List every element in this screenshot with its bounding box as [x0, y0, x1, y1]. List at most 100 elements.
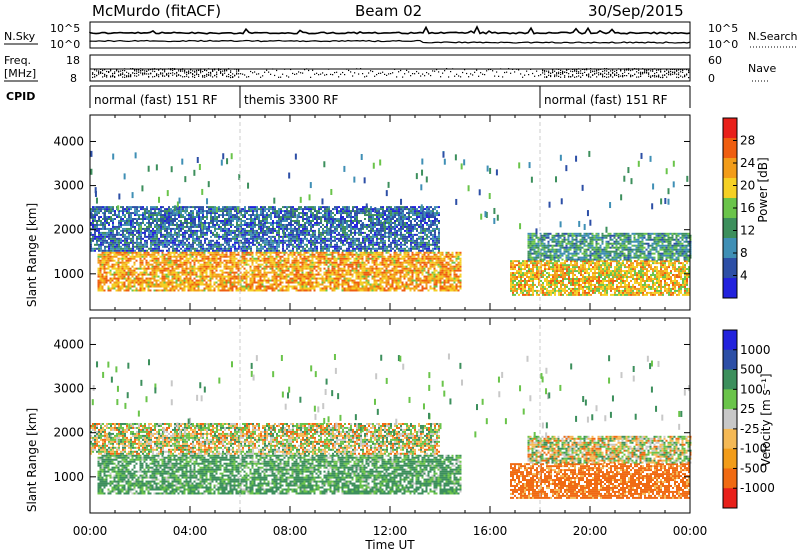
heatmap-cell	[217, 257, 220, 260]
heatmap-cell	[172, 241, 174, 244]
heatmap-cell	[96, 212, 98, 215]
heatmap-cell	[305, 255, 308, 258]
freq-dot	[106, 75, 108, 77]
heatmap-cell	[133, 255, 136, 258]
heatmap-cell	[401, 267, 404, 270]
freq-dot	[670, 74, 672, 76]
heatmap-cell	[293, 259, 296, 262]
heatmap-cell	[200, 223, 202, 226]
heatmap-cell	[307, 277, 310, 280]
heatmap-cell	[397, 261, 400, 264]
heatmap-cell	[172, 235, 174, 238]
heatmap-cell	[233, 285, 236, 288]
heatmap-cell	[183, 271, 186, 274]
freq-dot	[600, 72, 602, 74]
heatmap-cell	[156, 220, 158, 222]
freq-dot	[456, 73, 458, 75]
nave-tick-top: 60	[708, 54, 722, 67]
heatmap-cell	[293, 257, 296, 260]
heatmap-cell	[395, 287, 398, 290]
heatmap-cell	[133, 273, 136, 276]
heatmap-cell	[419, 267, 422, 270]
heatmap-cell	[305, 271, 308, 274]
heatmap-cell	[128, 247, 130, 250]
heatmap-cell	[136, 245, 138, 248]
heatmap-cell	[156, 206, 158, 209]
heatmap-cell	[459, 273, 462, 276]
heatmap-cell	[355, 259, 358, 262]
heatmap-cell	[441, 271, 444, 274]
heatmap-cell	[429, 263, 432, 266]
heatmap-cell	[415, 277, 418, 280]
heatmap-cell	[167, 273, 170, 276]
heatmap-cell	[186, 218, 188, 220]
heatmap-cell	[176, 212, 178, 215]
heatmap-cell	[201, 283, 204, 286]
heatmap-cell	[189, 265, 192, 268]
heatmap-cell	[169, 263, 172, 266]
heatmap-cell	[175, 259, 178, 262]
freq-dot	[142, 69, 144, 71]
heatmap-cell	[127, 275, 130, 278]
heatmap-cell	[229, 259, 232, 262]
heatmap-cell	[355, 289, 358, 292]
heatmap-cell	[203, 271, 206, 274]
heatmap-cell	[335, 263, 338, 266]
heatmap-cell	[119, 277, 122, 280]
heatmap-cell	[291, 277, 294, 280]
heatmap-cell	[151, 255, 154, 258]
heatmap-cell	[168, 239, 170, 242]
heatmap-cell	[121, 287, 124, 290]
heatmap-cell	[303, 265, 306, 268]
heatmap-cell	[167, 265, 170, 268]
heatmap-cell	[261, 263, 264, 266]
heatmap-cell	[279, 251, 282, 254]
heatmap-cell	[103, 289, 106, 292]
heatmap-cell	[135, 253, 138, 256]
heatmap-cell	[211, 265, 214, 268]
heatmap-cell	[309, 255, 312, 258]
heatmap-cell	[241, 255, 244, 258]
heatmap-cell	[140, 237, 142, 240]
freq-dot	[674, 71, 676, 73]
heatmap-cell	[237, 253, 240, 256]
freq-dot	[98, 73, 100, 75]
heatmap-cell	[453, 271, 456, 274]
heatmap-cell	[116, 245, 118, 248]
heatmap-cell	[158, 231, 160, 234]
heatmap-cell	[229, 269, 232, 272]
heatmap-cell	[121, 271, 124, 274]
heatmap-cell	[228, 233, 230, 236]
heatmap-cell	[140, 245, 142, 248]
heatmap-cell	[269, 259, 272, 262]
heatmap-cell	[443, 279, 446, 282]
heatmap-cell	[393, 251, 396, 254]
heatmap-cell	[182, 225, 184, 228]
heatmap-cell	[381, 257, 384, 260]
heatmap-cell	[90, 223, 92, 226]
freq-dot	[136, 70, 138, 72]
heatmap-cell	[171, 289, 174, 292]
heatmap-cell	[439, 287, 442, 290]
heatmap-cell	[263, 251, 266, 254]
heatmap-cell	[144, 216, 146, 219]
heatmap-cell	[271, 269, 274, 272]
heatmap-cell	[423, 259, 426, 262]
heatmap-cell	[208, 210, 210, 213]
heatmap-cell	[291, 279, 294, 282]
heatmap-cell	[339, 283, 342, 286]
heatmap-cell	[255, 265, 258, 268]
heatmap-cell	[441, 261, 444, 264]
heatmap-cell	[137, 273, 140, 276]
heatmap-cell	[106, 241, 108, 244]
heatmap-cell	[209, 275, 212, 278]
freq-dot	[122, 69, 124, 72]
heatmap-cell	[425, 263, 428, 266]
heatmap-cell	[230, 245, 232, 248]
heatmap-cell	[311, 275, 314, 278]
heatmap-cell	[253, 275, 256, 278]
heatmap-cell	[172, 249, 174, 252]
heatmap-cell	[158, 212, 160, 215]
heatmap-cell	[132, 231, 134, 234]
heatmap-cell	[251, 273, 254, 276]
